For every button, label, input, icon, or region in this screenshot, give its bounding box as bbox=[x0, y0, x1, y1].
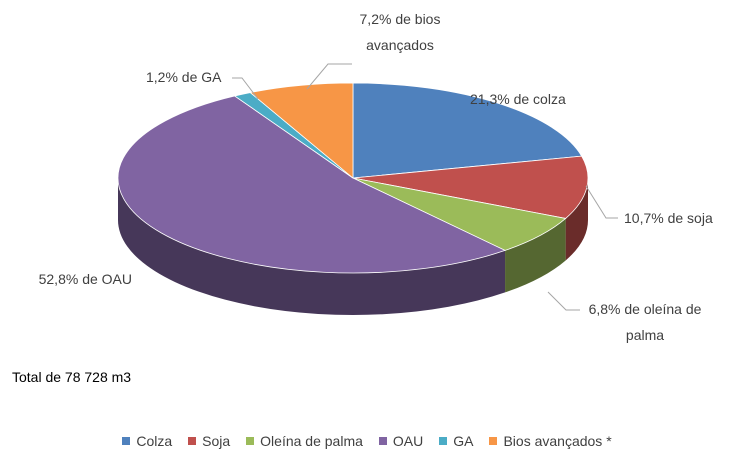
legend-swatch bbox=[378, 437, 387, 445]
leader-line bbox=[232, 77, 259, 100]
slice bbox=[117, 95, 507, 274]
legend-item: GA bbox=[439, 433, 473, 449]
legend-label: OAU bbox=[392, 433, 424, 449]
leader-line bbox=[306, 63, 352, 90]
legend-item: Oleína de palma bbox=[246, 433, 363, 449]
annotation: Total de 78 728 m3 bbox=[12, 369, 132, 385]
data-label: 6,8% de oleína de palma bbox=[588, 301, 702, 343]
slice-side bbox=[118, 178, 506, 315]
legend-swatch bbox=[489, 437, 498, 445]
leader-line bbox=[585, 185, 618, 219]
data-label: 52,8% de OAU bbox=[38, 271, 132, 287]
slice-side bbox=[505, 218, 566, 293]
legend-label: Soja bbox=[202, 433, 231, 449]
leader-line bbox=[547, 291, 580, 311]
legend-label: Oleína de palma bbox=[260, 433, 363, 449]
legend-swatch bbox=[188, 437, 197, 445]
data-label: 7,2% de bios avançados bbox=[359, 11, 441, 53]
legend-item: OAU bbox=[378, 433, 424, 449]
legend-swatch bbox=[439, 437, 448, 445]
data-label: 10,7% de soja bbox=[624, 210, 713, 226]
legend-label: GA bbox=[453, 433, 474, 449]
legend-item: Colza bbox=[122, 433, 172, 449]
legend-label: Bios avançados * bbox=[503, 433, 612, 449]
data-label: 21,3% de colza bbox=[470, 91, 566, 107]
legend-label: Colza bbox=[136, 433, 173, 449]
legend-swatch bbox=[246, 437, 255, 445]
slice bbox=[352, 82, 583, 179]
legend-item: Bios avançados * bbox=[489, 433, 612, 449]
legend-swatch bbox=[122, 437, 131, 445]
legend: Colza Soja Oleína de palma OAU GA Bios avança… bbox=[0, 433, 734, 449]
data-label: 1,2% de GA bbox=[146, 69, 222, 85]
legend-item: Soja bbox=[188, 433, 230, 449]
slice bbox=[249, 82, 354, 179]
pie bbox=[117, 82, 589, 315]
